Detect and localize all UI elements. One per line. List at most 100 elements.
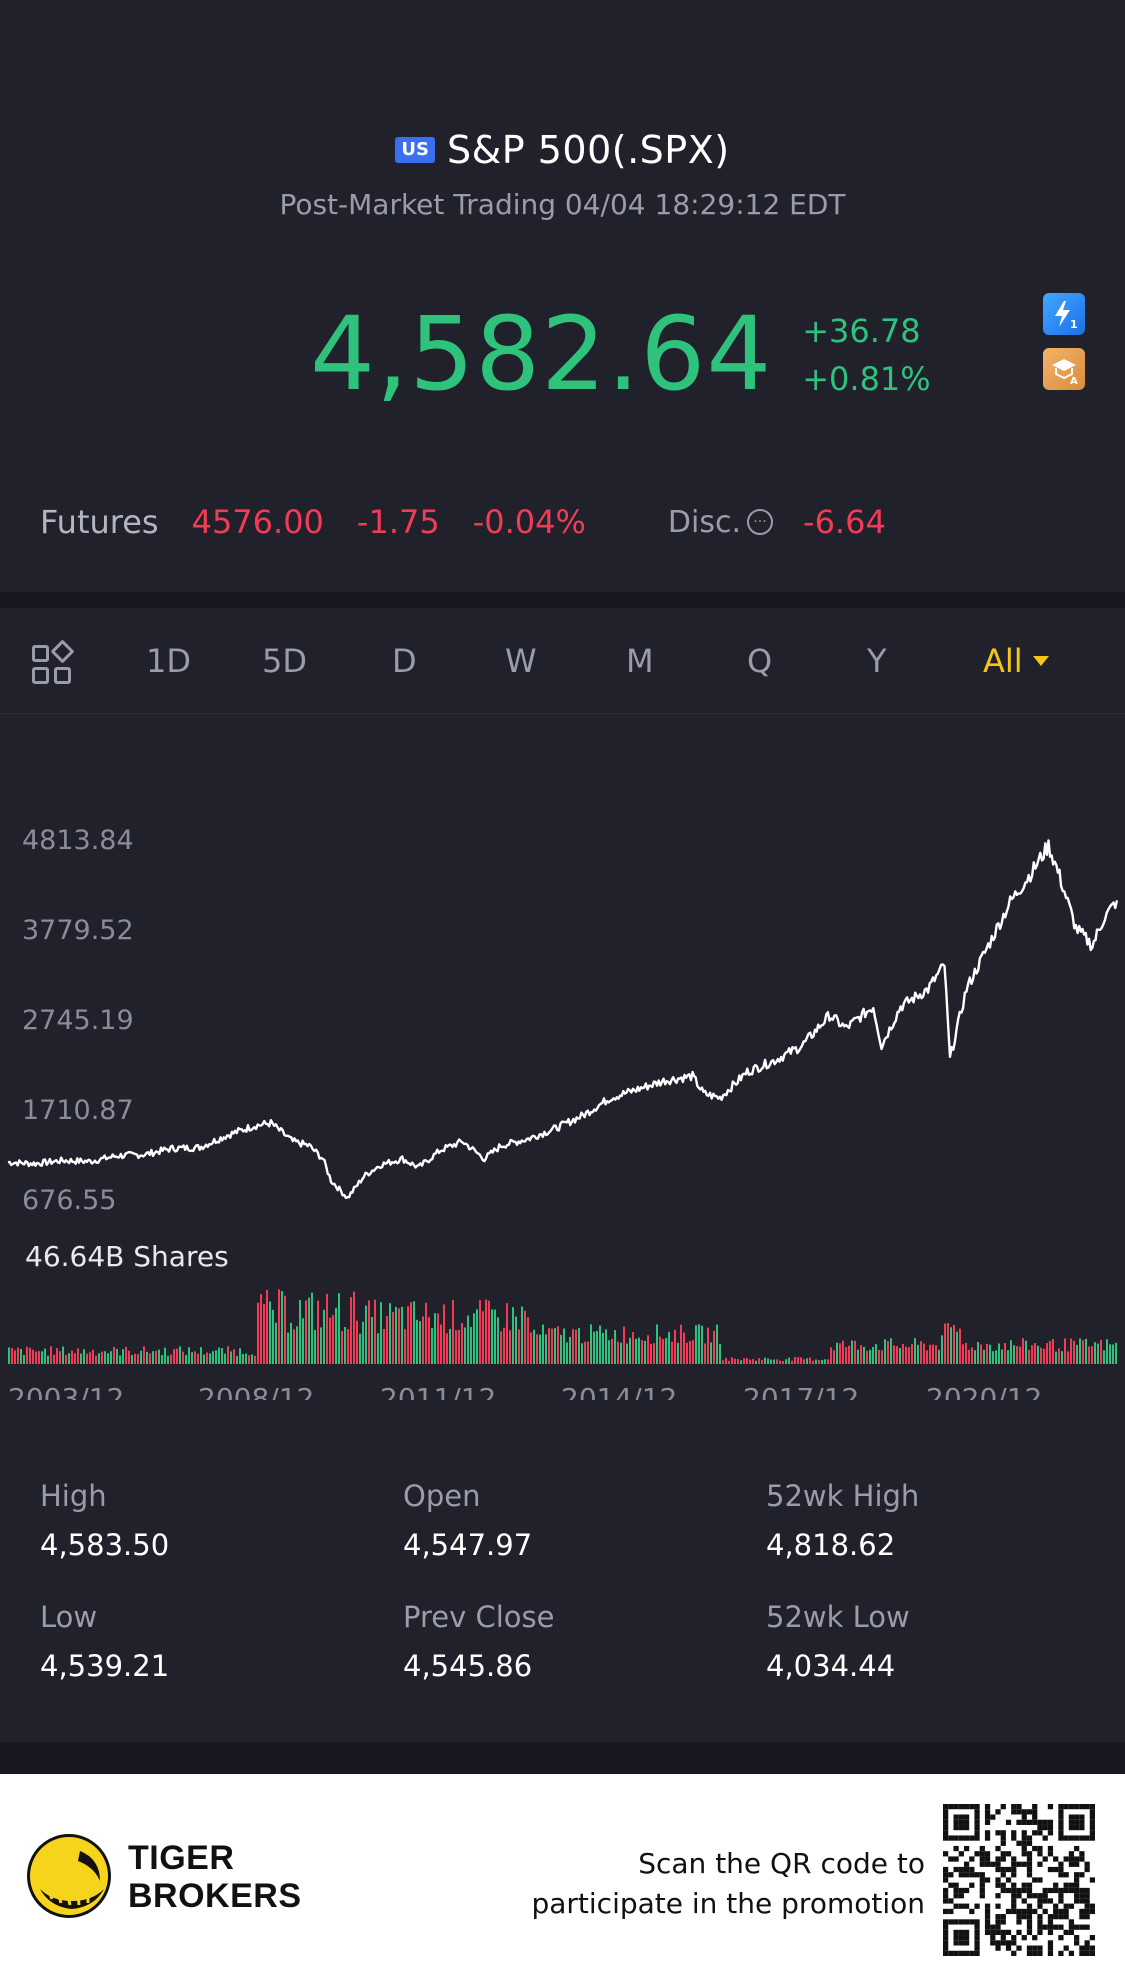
volume-bar [17, 1347, 19, 1364]
volume-bar [794, 1357, 796, 1364]
qr-code-icon[interactable] [943, 1804, 1095, 1956]
volume-bar [821, 1359, 823, 1364]
x-tick-label: 2003/12 [8, 1382, 124, 1400]
tab-5d[interactable]: 5D [262, 642, 307, 680]
volume-bar [1091, 1346, 1093, 1364]
volume-bar [113, 1346, 115, 1364]
volume-bar [410, 1302, 412, 1364]
volume-bar [1010, 1340, 1012, 1364]
volume-bar [626, 1343, 628, 1364]
volume-bar [869, 1349, 871, 1364]
volume-bar [557, 1326, 559, 1364]
volume-bar [98, 1353, 100, 1364]
tab-1d[interactable]: 1D [146, 642, 191, 680]
y-tick-label: 2745.19 [22, 1005, 134, 1036]
volume-bar [755, 1360, 757, 1364]
volume-bar [611, 1338, 613, 1364]
price-chart[interactable]: 4813.84 3779.52 2745.19 1710.87 676.55 2003/… [0, 800, 1125, 1400]
volume-bar [680, 1324, 682, 1364]
volume-bar [110, 1351, 112, 1364]
futures-price: 4576.00 [191, 503, 324, 541]
volume-bar [590, 1324, 592, 1364]
volume-bar [1034, 1343, 1036, 1364]
volume-bar [200, 1347, 202, 1364]
volume-bar [332, 1315, 334, 1364]
volume-bar [26, 1346, 28, 1364]
volume-bar [554, 1328, 556, 1364]
volume-bar [737, 1359, 739, 1364]
volume-bar [995, 1350, 997, 1364]
volume-bar [449, 1328, 451, 1364]
volume-bar [1037, 1345, 1039, 1364]
volume-bar [164, 1347, 166, 1364]
futures-row[interactable]: Futures 4576.00 -1.75 -0.04% Disc. ··· -… [40, 503, 886, 541]
volume-bar [287, 1332, 289, 1364]
stat-52wk-low-label: 52wk Low [766, 1600, 910, 1634]
more-info-icon[interactable]: ··· [747, 509, 774, 535]
page-title[interactable]: S&P 500(.SPX) [447, 128, 730, 172]
svg-text:1: 1 [1070, 318, 1078, 330]
tab-all[interactable]: All [983, 608, 1049, 714]
volume-bar [548, 1328, 550, 1364]
period-tabs: 1D 5D D W M Q Y All [0, 608, 1125, 714]
volume-bar [149, 1353, 151, 1364]
volume-bar [1085, 1338, 1087, 1364]
volume-bar [413, 1301, 415, 1364]
volume-bar [965, 1342, 967, 1364]
volume-bar [848, 1345, 850, 1364]
volume-bar [878, 1350, 880, 1364]
tab-d[interactable]: D [392, 642, 417, 680]
volume-bar [704, 1343, 706, 1364]
discount-label[interactable]: Disc. ··· [668, 505, 774, 540]
volume-bar [101, 1351, 103, 1364]
volume-bar [59, 1351, 61, 1364]
stat-low-value: 4,539.21 [40, 1649, 170, 1683]
volume-bar [506, 1303, 508, 1364]
volume-bar [77, 1348, 79, 1364]
volume-bar [659, 1336, 661, 1364]
chart-layout-icon[interactable] [30, 639, 75, 687]
volume-bar [35, 1351, 37, 1364]
volume-bar [629, 1337, 631, 1364]
volume-bar [770, 1359, 772, 1364]
promo-line1: Scan the QR code to [638, 1847, 925, 1880]
volume-bar [800, 1357, 802, 1364]
volume-bar [776, 1359, 778, 1364]
volume-bar [371, 1317, 373, 1364]
volume-bar [107, 1353, 109, 1364]
volume-bar [128, 1350, 130, 1364]
tab-y[interactable]: Y [867, 642, 887, 680]
volume-bar [1100, 1339, 1102, 1364]
volume-bar [248, 1355, 250, 1364]
volume-bar [650, 1343, 652, 1364]
volume-bar [416, 1319, 418, 1364]
volume-bar [131, 1354, 133, 1364]
tiger-logo-icon [27, 1834, 111, 1918]
volume-bar [170, 1354, 172, 1364]
trading-status: Post-Market Trading 04/04 18:29:12 EDT [279, 188, 846, 221]
volume-bar [29, 1347, 31, 1364]
lightning-level1-icon[interactable]: 1 [1043, 293, 1085, 335]
volume-bar [518, 1329, 520, 1364]
volume-bar [407, 1306, 409, 1364]
tab-m[interactable]: M [626, 642, 654, 680]
volume-bar [1007, 1350, 1009, 1364]
volume-bar [866, 1350, 868, 1364]
tab-q[interactable]: Q [747, 642, 773, 680]
volume-bar [1088, 1346, 1090, 1364]
volume-bar [344, 1327, 346, 1364]
volume-bar [902, 1343, 904, 1364]
volume-bar [509, 1330, 511, 1364]
volume-bar [593, 1331, 595, 1364]
volume-bar [707, 1327, 709, 1364]
academy-icon[interactable]: A [1043, 348, 1085, 390]
volume-bar [374, 1299, 376, 1364]
y-tick-label: 676.55 [22, 1185, 116, 1216]
volume-bar [569, 1336, 571, 1364]
volume-bar [74, 1353, 76, 1364]
tab-w[interactable]: W [505, 642, 537, 680]
volume-bar [395, 1306, 397, 1364]
volume-bar [359, 1333, 361, 1364]
volume-bar [479, 1300, 481, 1364]
volume-bar [431, 1328, 433, 1364]
